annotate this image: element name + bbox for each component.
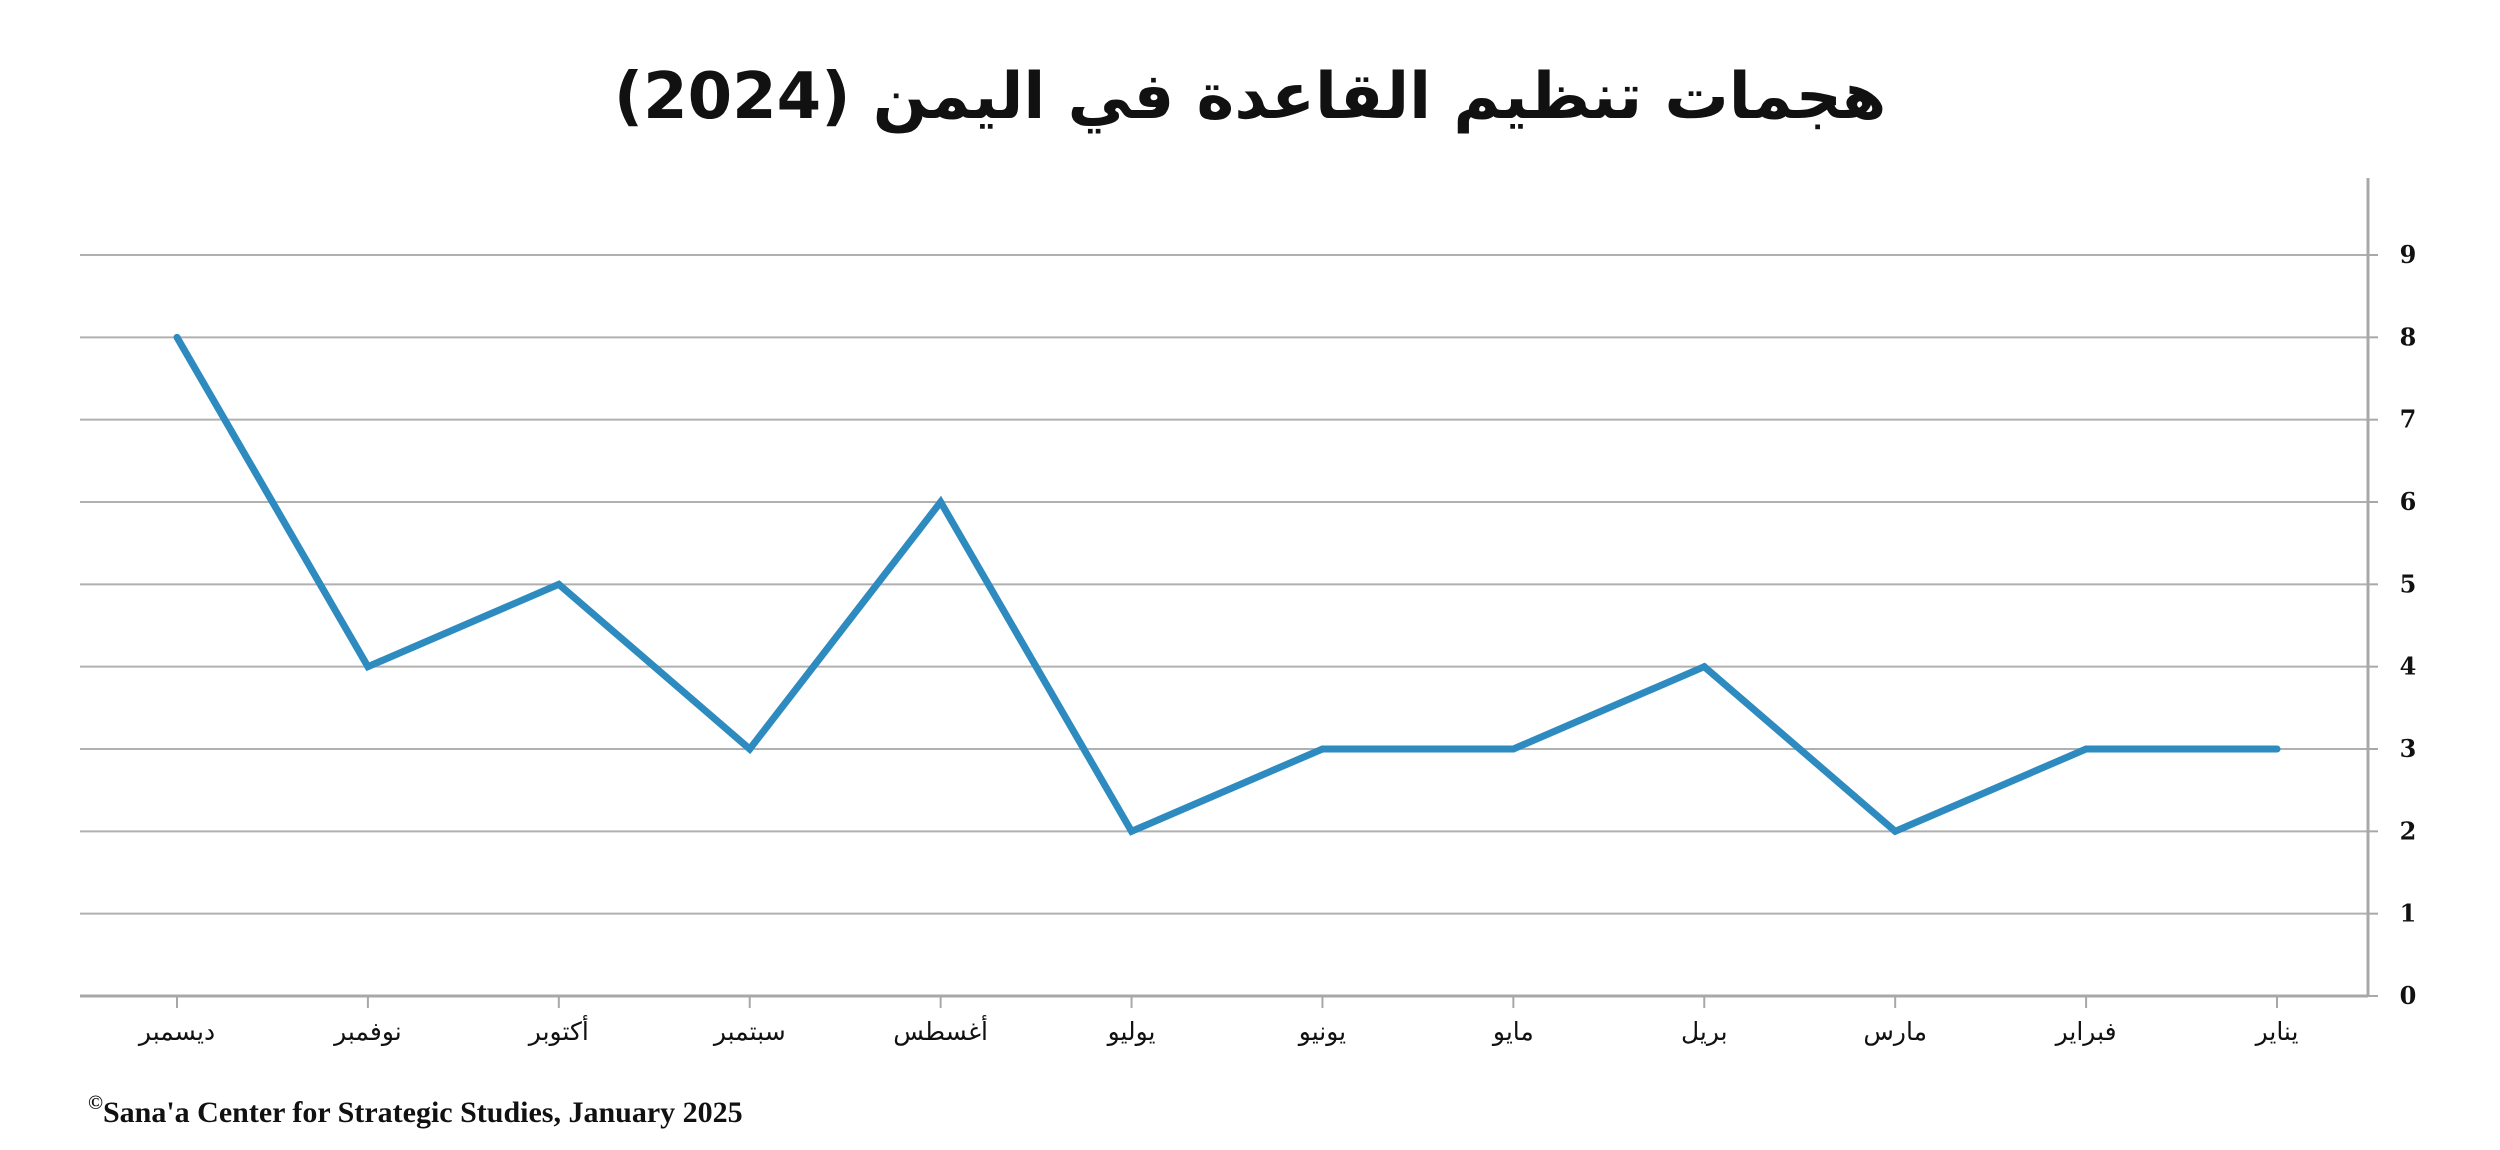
y-tick-label: 1 (2400, 899, 2417, 928)
data-point (2273, 745, 2281, 753)
x-tick-label: يونيو (1297, 1017, 1346, 1046)
series-layer (173, 333, 2281, 836)
data-point (173, 333, 181, 341)
source-text: Sana'a Center for Strategic Studies, Jan… (102, 1096, 743, 1129)
data-point (1318, 745, 1326, 753)
source-credit: ©Sana'a Center for Strategic Studies, Ja… (88, 1092, 743, 1130)
series-line (173, 335, 2277, 836)
x-axis-ticks: يناير فبراير مارس بريل مايو يونيو يوليو أغسطس سب… (137, 996, 2299, 1046)
x-tick-label: سبتمبر (712, 1017, 786, 1046)
axes (80, 178, 2370, 998)
data-point (2082, 745, 2090, 753)
y-tick-label: 3 (2400, 734, 2417, 763)
x-tick-label: أكتوبر (527, 1014, 589, 1046)
gridlines (80, 254, 2368, 915)
x-tick-label: نوفمبر (332, 1017, 402, 1046)
y-tick-label: 0 (2400, 981, 2417, 1010)
y-tick-label: 6 (2400, 487, 2417, 516)
data-point (555, 580, 563, 588)
y-tick-label: 9 (2400, 240, 2417, 269)
y-tick-label: 2 (2400, 816, 2417, 845)
x-tick-label: ديسمبر (137, 1017, 215, 1046)
x-tick-label: يناير (2254, 1017, 2299, 1046)
data-point (364, 663, 372, 671)
y-tick-label: 4 (2400, 652, 2417, 681)
y-axis-ticks: 0 1 2 3 4 5 6 7 8 9 (2368, 240, 2416, 1010)
y-tick-label: 8 (2400, 322, 2417, 351)
x-tick-label: يوليو (1106, 1017, 1156, 1046)
y-tick-label: 7 (2400, 405, 2417, 434)
x-tick-label: مارس (1863, 1017, 1927, 1046)
y-tick-label: 5 (2400, 569, 2417, 598)
chart-title: هجمات تنظيم القاعدة في اليمن (2024) (613, 60, 1887, 134)
data-point (1128, 827, 1136, 835)
data-point (937, 498, 945, 506)
copyright-symbol: © (88, 1092, 103, 1114)
x-tick-label: أغسطس (893, 1014, 988, 1046)
data-point (1891, 827, 1899, 835)
data-point (746, 745, 754, 753)
data-point (1509, 745, 1517, 753)
x-tick-label: بريل (1681, 1017, 1728, 1046)
x-tick-label: فبراير (2054, 1017, 2117, 1046)
data-point (1700, 663, 1708, 671)
x-tick-label: مايو (1491, 1017, 1534, 1046)
